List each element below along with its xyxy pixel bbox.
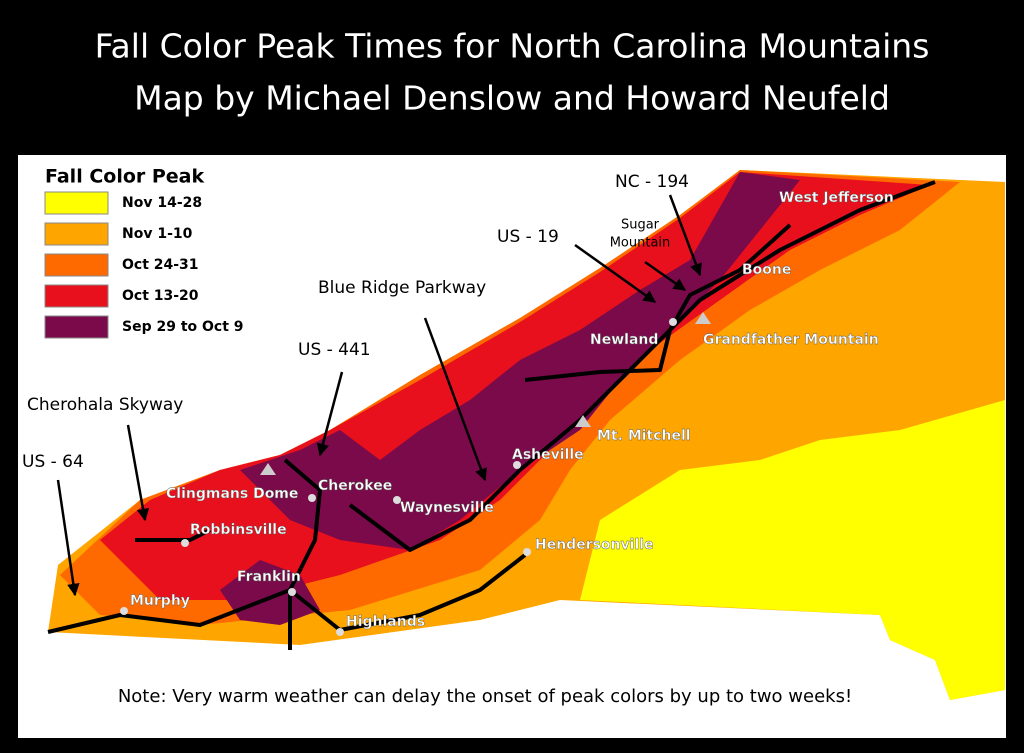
road [283,458,322,650]
arrow [668,194,702,277]
place-label: Boone [742,262,791,278]
zone [240,172,800,550]
route-label: US - 19 [497,227,559,247]
arrow [644,260,687,292]
peak-marker [695,312,711,324]
place-label: Highlands [346,614,425,630]
place-label: Hendersonville [535,537,654,553]
legend-label: Sep 29 to Oct 9 [122,319,244,335]
place-label: Cherokee [318,478,392,494]
arrow [56,479,80,597]
legend-swatch [44,191,109,215]
city-dot [669,318,677,326]
city-dot [120,607,128,615]
place-label: Clingmans Dome [166,486,298,502]
peak-marker [260,463,276,475]
city-dot [393,496,401,504]
place-label: Newland [590,332,658,348]
arrow [574,243,657,304]
route-label: Cherohala Skyway [27,395,183,415]
place-label: Robbinsville [190,522,287,538]
road [348,180,936,552]
place-label: Asheville [512,447,584,463]
arrow [316,371,344,457]
road [524,223,792,382]
city-dot [523,548,531,556]
arrow [126,424,150,522]
city-dot [288,588,296,596]
legend-swatch [44,315,109,339]
city-dot [513,461,521,469]
legend-swatch [44,253,109,277]
place-label: West Jefferson [779,190,894,206]
place-label: Sugar [621,218,660,233]
place-label: Grandfather Mountain [703,332,879,348]
note: Note: Very warm weather can delay the on… [118,686,852,707]
place-label: Mountain [610,236,671,251]
title-line: Fall Color Peak Times for North Carolina… [95,27,930,66]
arrow [423,317,487,482]
route-label: NC - 194 [615,172,689,192]
zone [580,400,1005,700]
legend-title: Fall Color Peak [45,166,205,188]
legend-swatch [44,284,109,308]
legend-label: Nov 1-10 [122,226,193,242]
peak-marker [575,415,591,427]
legend-label: Oct 13-20 [122,288,199,304]
route-label: Blue Ridge Parkway [318,278,486,298]
road [135,528,211,542]
markers [120,312,711,636]
legend: Fall Color Peak Nov 14-28 Nov 1-10 Oct 24-… [44,166,244,339]
title-line: Map by Michael Denslow and Howard Neufel… [134,79,890,118]
city-dot [181,539,189,547]
place-label: Franklin [237,569,301,585]
legend-label: Nov 14-28 [122,195,202,211]
place-label: Murphy [130,593,190,609]
city-dot [336,628,344,636]
legend-swatch [44,222,109,246]
place-label: Mt. Mitchell [597,428,691,444]
place-label: Waynesville [400,500,494,516]
road [47,553,527,634]
route-label: US - 64 [22,452,84,472]
route-label: US - 441 [298,340,371,360]
city-dot [308,494,316,502]
legend-label: Oct 24-31 [122,257,199,273]
